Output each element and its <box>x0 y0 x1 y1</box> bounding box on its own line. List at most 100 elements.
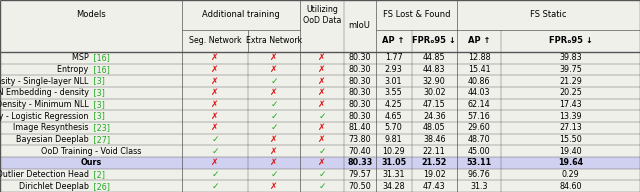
Text: ✗: ✗ <box>318 88 326 97</box>
Text: ✓: ✓ <box>211 182 219 191</box>
Text: 3.01: 3.01 <box>385 77 403 86</box>
Text: FPRₒ95 ↓: FPRₒ95 ↓ <box>548 36 593 45</box>
Text: ✗: ✗ <box>318 65 326 74</box>
Text: [3]: [3] <box>91 112 105 121</box>
Text: ✓: ✓ <box>318 182 326 191</box>
Text: 70.40: 70.40 <box>348 147 371 156</box>
Text: 5.70: 5.70 <box>385 123 403 132</box>
Text: 45.00: 45.00 <box>468 147 490 156</box>
Text: ✗: ✗ <box>270 135 278 144</box>
Text: 80.30: 80.30 <box>348 65 371 74</box>
Text: ✗: ✗ <box>211 112 219 121</box>
Text: 12.88: 12.88 <box>468 53 490 62</box>
Text: [16]: [16] <box>91 65 110 74</box>
Text: [2]: [2] <box>91 170 105 179</box>
Text: ✗: ✗ <box>211 65 219 74</box>
Text: ✗: ✗ <box>211 100 219 109</box>
Text: FS Static: FS Static <box>530 10 567 19</box>
Text: 47.43: 47.43 <box>423 182 445 191</box>
Text: [16]: [16] <box>91 53 110 62</box>
Text: 29.60: 29.60 <box>468 123 490 132</box>
Text: ✗: ✗ <box>211 158 219 167</box>
Text: [23]: [23] <box>91 123 110 132</box>
Text: 44.85: 44.85 <box>423 53 445 62</box>
Text: Density - Logistic Regression: Density - Logistic Regression <box>0 112 91 121</box>
Text: 17.43: 17.43 <box>559 100 582 109</box>
Text: ✗: ✗ <box>270 147 278 156</box>
Text: ✗: ✗ <box>318 100 326 109</box>
Text: 44.03: 44.03 <box>468 88 490 97</box>
Text: 57.16: 57.16 <box>468 112 490 121</box>
Text: [3]: [3] <box>91 88 105 97</box>
Text: 80.30: 80.30 <box>348 100 371 109</box>
Text: 53.11: 53.11 <box>467 158 492 167</box>
Text: ✓: ✓ <box>318 170 326 179</box>
Text: AP ↑: AP ↑ <box>382 36 405 45</box>
Text: 0.29: 0.29 <box>562 170 579 179</box>
Text: ✗: ✗ <box>211 123 219 132</box>
Text: 32.90: 32.90 <box>423 77 445 86</box>
Text: 39.83: 39.83 <box>559 53 582 62</box>
Text: AP ↑: AP ↑ <box>468 36 490 45</box>
Text: ✓: ✓ <box>270 77 278 86</box>
Text: Ours: Ours <box>81 158 102 167</box>
Text: 19.40: 19.40 <box>559 147 582 156</box>
Text: Additional training: Additional training <box>202 10 280 19</box>
Text: 19.64: 19.64 <box>558 158 583 167</box>
Text: 79.57: 79.57 <box>348 170 371 179</box>
Text: MSP: MSP <box>72 53 91 62</box>
Text: 10.29: 10.29 <box>382 147 405 156</box>
Text: ✓: ✓ <box>270 112 278 121</box>
Text: 1.77: 1.77 <box>385 53 403 62</box>
Text: 48.70: 48.70 <box>468 135 490 144</box>
Text: 80.30: 80.30 <box>348 77 371 86</box>
Text: 44.83: 44.83 <box>423 65 445 74</box>
Text: 31.3: 31.3 <box>470 182 488 191</box>
Text: ✗: ✗ <box>211 88 219 97</box>
Text: ✗: ✗ <box>318 77 326 86</box>
Text: Seg. Network: Seg. Network <box>189 36 241 45</box>
Text: ✗: ✗ <box>270 53 278 62</box>
Text: OoD Training - Void Class: OoD Training - Void Class <box>41 147 141 156</box>
Text: kNN Embedding - density: kNN Embedding - density <box>0 88 91 97</box>
Text: 47.15: 47.15 <box>423 100 445 109</box>
Text: FS Lost & Found: FS Lost & Found <box>383 10 450 19</box>
Text: ✓: ✓ <box>270 123 278 132</box>
Text: [27]: [27] <box>91 135 110 144</box>
Text: FPRₒ95 ↓: FPRₒ95 ↓ <box>412 36 456 45</box>
Text: ✓: ✓ <box>211 147 219 156</box>
Text: 21.52: 21.52 <box>422 158 447 167</box>
Text: 39.75: 39.75 <box>559 65 582 74</box>
Text: mIoU: mIoU <box>349 22 371 30</box>
Text: Entropy: Entropy <box>58 65 91 74</box>
Text: ✗: ✗ <box>270 182 278 191</box>
Text: ✗: ✗ <box>318 53 326 62</box>
Text: ✗: ✗ <box>318 158 326 167</box>
Bar <box>0 157 640 169</box>
Text: ✗: ✗ <box>270 158 278 167</box>
Text: 80.30: 80.30 <box>348 53 371 62</box>
Text: ✗: ✗ <box>270 88 278 97</box>
Text: 27.13: 27.13 <box>559 123 582 132</box>
Text: 81.40: 81.40 <box>348 123 371 132</box>
Text: [26]: [26] <box>91 182 110 191</box>
Text: 19.02: 19.02 <box>423 170 445 179</box>
Text: 80.33: 80.33 <box>347 158 372 167</box>
Text: 24.36: 24.36 <box>423 112 445 121</box>
Text: Discriminative Outlier Detection Head: Discriminative Outlier Detection Head <box>0 170 91 179</box>
Text: 38.46: 38.46 <box>423 135 445 144</box>
Text: [3]: [3] <box>91 77 105 86</box>
Text: 4.65: 4.65 <box>385 112 403 121</box>
Text: 9.81: 9.81 <box>385 135 403 144</box>
Text: 62.14: 62.14 <box>468 100 490 109</box>
Text: Dirichlet Deeplab: Dirichlet Deeplab <box>19 182 91 191</box>
Text: 22.11: 22.11 <box>423 147 445 156</box>
Text: ✗: ✗ <box>318 123 326 132</box>
Text: ✗: ✗ <box>318 135 326 144</box>
Text: 4.25: 4.25 <box>385 100 403 109</box>
Text: Extra Network: Extra Network <box>246 36 302 45</box>
Text: 2.93: 2.93 <box>385 65 403 74</box>
Text: 70.50: 70.50 <box>348 182 371 191</box>
Text: 80.30: 80.30 <box>348 112 371 121</box>
Text: 84.60: 84.60 <box>559 182 582 191</box>
